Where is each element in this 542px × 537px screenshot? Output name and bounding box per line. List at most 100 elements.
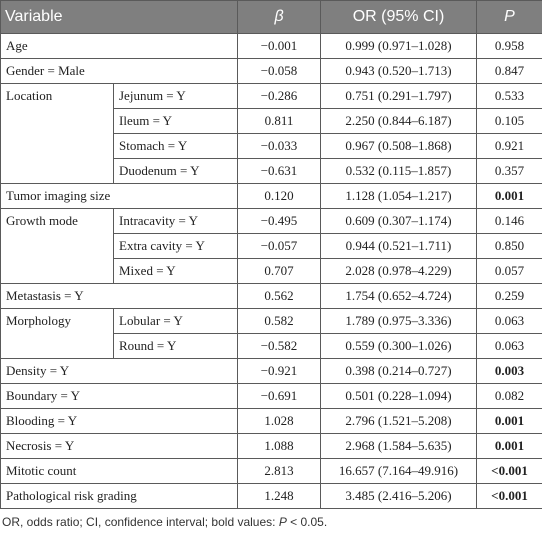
table-cell: −0.033: [237, 133, 322, 159]
table-cell: 0.999 (0.971–1.028): [320, 33, 478, 59]
table-cell: 0.398 (0.214–0.727): [320, 358, 478, 384]
results-table: Variable β OR (95% CI) P Age −0.001 0.999 …: [0, 0, 542, 509]
table-cell: 0.850: [476, 233, 542, 259]
table-cell: Pathological risk grading: [0, 483, 239, 509]
table-cell: Growth mode: [0, 208, 114, 284]
table-row: Gender = Male −0.058 0.943 (0.520–1.713) 0.…: [0, 58, 542, 84]
table-cell: Boundary = Y: [0, 383, 239, 409]
table-cell: 0.921: [476, 133, 542, 159]
table-cell: 0.146: [476, 208, 542, 234]
table-cell: 0.582: [237, 308, 322, 334]
table-cell: 0.562: [237, 283, 322, 309]
table-cell: 0.057: [476, 258, 542, 284]
table-row: Pathological risk grading 1.248 3.485 (2.4…: [0, 483, 542, 509]
table-cell: 1.789 (0.975–3.336): [320, 308, 478, 334]
table-cell: 0.063: [476, 333, 542, 359]
table-cell: 2.250 (0.844–6.187): [320, 108, 478, 134]
table-cell: 3.485 (2.416–5.206): [320, 483, 478, 509]
table-cell: 0.501 (0.228–1.094): [320, 383, 478, 409]
table-cell: 2.028 (0.978–4.229): [320, 258, 478, 284]
table-cell: Ileum = Y: [112, 108, 239, 134]
table-cell: 0.751 (0.291–1.797): [320, 83, 478, 109]
table-cell: Age: [0, 33, 239, 59]
table-cell: Density = Y: [0, 358, 239, 384]
header-cell: P: [476, 0, 542, 34]
header-cell: Variable: [0, 0, 239, 34]
table-cell: <0.001: [476, 483, 542, 509]
table-row: Blooding = Y 1.028 2.796 (1.521–5.208) 0.00…: [0, 408, 542, 434]
table-row: Location Jejunum = Y −0.286 0.751 (0.291–1.…: [0, 83, 542, 184]
table-row: Mixed = Y 0.707 2.028 (0.978–4.229) 0.057: [1, 258, 542, 284]
table-cell: Blooding = Y: [0, 408, 239, 434]
header-cell: OR (95% CI): [320, 0, 478, 34]
table-cell: Mitotic count: [0, 458, 239, 484]
table-cell: 0.967 (0.508–1.868): [320, 133, 478, 159]
table-cell: 0.105: [476, 108, 542, 134]
footnote-text: < 0.05.: [286, 515, 328, 529]
table-cell: −0.058: [237, 58, 322, 84]
footnote: OR, odds ratio; CI, confidence interval;…: [2, 515, 542, 529]
table-cell: Round = Y: [112, 333, 239, 359]
table-cell: <0.001: [476, 458, 542, 484]
table-cell: 0.001: [476, 408, 542, 434]
table-cell: Extra cavity = Y: [112, 233, 239, 259]
table-cell: 0.707: [237, 258, 322, 284]
table-cell: 0.001: [476, 433, 542, 459]
table-cell: 0.120: [237, 183, 322, 209]
table-cell: 1.128 (1.054–1.217): [320, 183, 478, 209]
table-cell: 1.088: [237, 433, 322, 459]
table-cell: 0.082: [476, 383, 542, 409]
table-row: Growth mode Intracavity = Y −0.495 0.609 (0…: [0, 208, 542, 284]
table-cell: 0.001: [476, 183, 542, 209]
table-cell: 1.248: [237, 483, 322, 509]
table-row: Metastasis = Y 0.562 1.754 (0.652–4.724) 0.…: [0, 283, 542, 309]
table-cell: Jejunum = Y: [112, 83, 239, 109]
table-cell: 2.968 (1.584–5.635): [320, 433, 478, 459]
table-cell: Morphology: [0, 308, 114, 359]
table-row: Duodenum = Y −0.631 0.532 (0.115–1.857) 0.3…: [1, 158, 542, 184]
table-cell: −0.495: [237, 208, 322, 234]
header-row: Variable β OR (95% CI) P: [0, 0, 542, 34]
table-row: Mitotic count 2.813 16.657 (7.164–49.916) <…: [0, 458, 542, 484]
table-cell: −0.001: [237, 33, 322, 59]
table-cell: −0.057: [237, 233, 322, 259]
table-cell: −0.582: [237, 333, 322, 359]
table-row: Density = Y −0.921 0.398 (0.214–0.727) 0.00…: [0, 358, 542, 384]
header-cell: β: [237, 0, 322, 34]
table-cell: Mixed = Y: [112, 258, 239, 284]
table-cell: Metastasis = Y: [0, 283, 239, 309]
table-cell: −0.691: [237, 383, 322, 409]
table-cell: 0.532 (0.115–1.857): [320, 158, 478, 184]
table-row: Ileum = Y 0.811 2.250 (0.844–6.187) 0.105: [1, 108, 542, 134]
table-cell: Tumor imaging size: [0, 183, 239, 209]
table-row: Stomach = Y −0.033 0.967 (0.508–1.868) 0.92…: [1, 133, 542, 159]
table-cell: 0.003: [476, 358, 542, 384]
table-body: Age −0.001 0.999 (0.971–1.028) 0.958 Gender …: [0, 33, 542, 509]
table-cell: 0.559 (0.300–1.026): [320, 333, 478, 359]
table-cell: Stomach = Y: [112, 133, 239, 159]
table-row: Round = Y −0.582 0.559 (0.300–1.026) 0.063: [1, 333, 542, 359]
table-cell: Gender = Male: [0, 58, 239, 84]
table-cell: 2.796 (1.521–5.208): [320, 408, 478, 434]
table-row: Morphology Lobular = Y 0.582 1.789 (0.975–3…: [0, 308, 542, 359]
table-row: Age −0.001 0.999 (0.971–1.028) 0.958: [0, 33, 542, 59]
table-cell: 0.943 (0.520–1.713): [320, 58, 478, 84]
table-row: Boundary = Y −0.691 0.501 (0.228–1.094) 0.0…: [0, 383, 542, 409]
table-cell: 16.657 (7.164–49.916): [320, 458, 478, 484]
table-cell: Lobular = Y: [112, 308, 239, 334]
table-cell: Necrosis = Y: [0, 433, 239, 459]
table-cell: Intracavity = Y: [112, 208, 239, 234]
footnote-text: P: [278, 515, 287, 529]
table-cell: Location: [0, 83, 114, 184]
table-cell: 0.811: [237, 108, 322, 134]
table-cell: 0.609 (0.307–1.174): [320, 208, 478, 234]
table-cell: 0.259: [476, 283, 542, 309]
table-row: Tumor imaging size 0.120 1.128 (1.054–1.21…: [0, 183, 542, 209]
table-row: Extra cavity = Y −0.057 0.944 (0.521–1.711…: [1, 233, 542, 259]
table-cell: 2.813: [237, 458, 322, 484]
table-cell: 0.847: [476, 58, 542, 84]
table-cell: −0.921: [237, 358, 322, 384]
table-cell: 0.357: [476, 158, 542, 184]
table-row: Necrosis = Y 1.088 2.968 (1.584–5.635) 0.00…: [0, 433, 542, 459]
